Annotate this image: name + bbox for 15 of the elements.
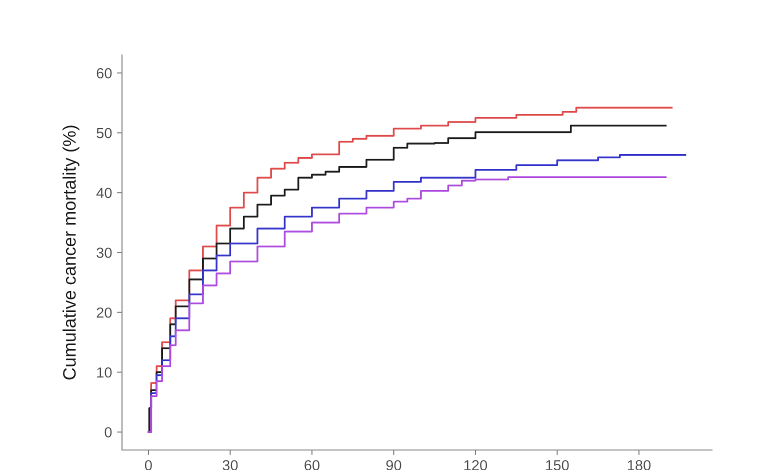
y-tick-label: 60	[96, 68, 112, 78]
x-tick-label: 180	[628, 460, 651, 470]
y-tick-label: 30	[96, 248, 112, 258]
y-axis-title: Cumulative cancer mortality (%)	[62, 126, 80, 380]
x-tick-label: 150	[546, 460, 569, 470]
x-tick-label: 0	[144, 460, 152, 470]
y-tick-label: 50	[96, 128, 112, 138]
y-tick-label: 0	[104, 427, 112, 438]
x-tick-label: 60	[304, 460, 320, 470]
x-tick-label: 120	[464, 460, 488, 470]
y-tick-label: 20	[96, 307, 112, 318]
y-tick-label: 10	[97, 367, 112, 378]
x-tick-label: 90	[386, 460, 402, 470]
x-tick-label: 30	[222, 460, 238, 470]
y-tick-label: 40	[96, 188, 112, 198]
